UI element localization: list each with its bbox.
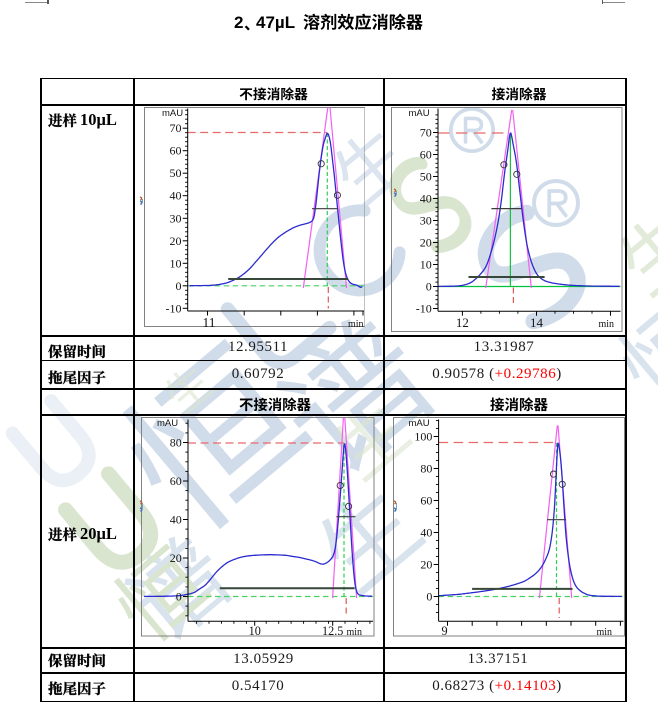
svg-text:30: 30	[420, 214, 432, 228]
svg-text:10: 10	[169, 256, 181, 270]
svg-text:50: 50	[169, 166, 181, 180]
svg-text:50: 50	[420, 170, 432, 184]
svg-text:10: 10	[420, 258, 432, 272]
svg-text:12.5: 12.5	[322, 624, 343, 636]
svg-text:mAU: mAU	[408, 418, 429, 429]
svg-text:10: 10	[249, 624, 261, 636]
svg-text:40: 40	[170, 513, 182, 527]
svg-text:60: 60	[170, 474, 182, 488]
svg-text:40: 40	[420, 192, 432, 206]
svg-text:20: 20	[420, 236, 432, 250]
svg-text:60: 60	[169, 144, 181, 158]
svg-text:min: min	[347, 319, 363, 327]
svg-text:40: 40	[420, 526, 432, 540]
svg-text:12: 12	[456, 315, 469, 330]
svg-text:80: 80	[170, 436, 182, 450]
svg-text:0: 0	[426, 590, 432, 604]
svg-text:min: min	[596, 627, 612, 636]
svg-text:20: 20	[170, 551, 182, 565]
svg-text:0: 0	[176, 590, 182, 604]
svg-text:-10: -10	[165, 301, 181, 315]
svg-text:30: 30	[169, 211, 181, 225]
svg-text:11: 11	[202, 315, 215, 327]
svg-text:20: 20	[169, 234, 181, 248]
svg-text:80: 80	[420, 462, 432, 476]
svg-text:14: 14	[530, 315, 544, 330]
svg-text:100: 100	[414, 430, 432, 444]
svg-text:70: 70	[420, 126, 432, 140]
svg-text:9: 9	[441, 624, 447, 636]
svg-text:min: min	[598, 319, 614, 330]
svg-text:40: 40	[169, 189, 181, 203]
svg-text:-10: -10	[416, 302, 432, 316]
svg-text:20: 20	[420, 558, 432, 572]
svg-text:60: 60	[420, 148, 432, 162]
svg-text:mAU: mAU	[157, 418, 178, 429]
svg-text:70: 70	[169, 121, 181, 135]
svg-text:min: min	[346, 627, 362, 636]
svg-text:mAU: mAU	[409, 108, 430, 119]
svg-text:mAU: mAU	[162, 108, 183, 119]
svg-text:0: 0	[426, 280, 432, 294]
svg-text:0: 0	[175, 279, 181, 293]
svg-text:60: 60	[420, 494, 432, 508]
